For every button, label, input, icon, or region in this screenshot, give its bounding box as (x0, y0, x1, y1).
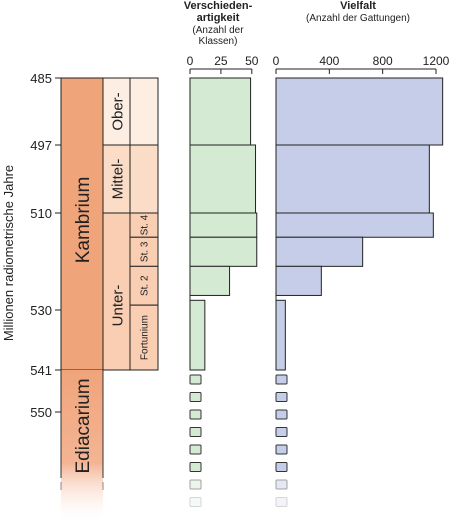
ediacaran-marker (189, 392, 202, 402)
x-tick-label: 50 (245, 54, 259, 68)
stage-box (129, 265, 159, 306)
ediacaran-marker (275, 409, 288, 420)
x-tick-label: 25 (214, 54, 228, 68)
system-kambrium (60, 77, 104, 371)
stage-label: St. 2 (140, 275, 151, 296)
stage-label: Fortunium (140, 315, 151, 360)
stage-label: St. 3 (140, 241, 151, 262)
series-label: Ober- (110, 92, 127, 130)
system-ediacarium (61, 370, 103, 525)
data-bar (275, 265, 322, 296)
stage-box (129, 236, 159, 267)
data-bar (275, 144, 430, 214)
data-bar (275, 236, 364, 267)
ediacaran-marker (189, 427, 202, 437)
ediacaran-marker (189, 462, 202, 472)
bar-panels: Verschieden-artigkeit(Anzahl der Klassen)… (184, 0, 450, 507)
ediacaran-marker (189, 479, 202, 490)
series-label: Mittel- (110, 159, 127, 200)
data-bar (275, 77, 444, 146)
data-bar (189, 212, 258, 238)
panel-title: Verschieden-artigkeit (184, 0, 253, 24)
data-bar (189, 265, 231, 296)
y-tick-label: 497 (30, 138, 52, 153)
ediacaran-marker (189, 444, 202, 455)
ediacaran-marker (189, 374, 202, 385)
ediacaran-marker (275, 497, 288, 507)
x-tick-label: 800 (373, 54, 393, 68)
panel-subtitle: (Anzahl der Gattungen) (306, 13, 410, 24)
data-bar (189, 77, 252, 146)
y-tick-label: 541 (30, 363, 52, 378)
panel-subtitle: (Anzahl der Klassen) (192, 25, 244, 47)
y-tick-label: 530 (30, 303, 52, 318)
ediacaran-marker (275, 427, 288, 437)
ediacaran-marker (189, 497, 202, 507)
x-tick-label: 0 (187, 54, 194, 68)
stage-box (129, 304, 159, 371)
stage-label: St. 4 (140, 214, 151, 235)
ediacaran-marker (275, 444, 288, 455)
ediacaran-marker (275, 392, 288, 402)
series-box (102, 212, 131, 371)
data-bar (189, 299, 206, 371)
panel-title: Vielfalt (340, 0, 376, 12)
data-bar (189, 144, 257, 214)
data-bar (189, 236, 258, 267)
data-bar (275, 299, 286, 371)
y-axis-title: Millionen radiometrische Jahre (1, 165, 16, 341)
x-tick-label: 400 (319, 54, 339, 68)
stratigraphy-column: Kambrium Ediacarium Ober- Mittel- Unter- St. … (60, 77, 159, 525)
x-tick-label: 1200 (423, 54, 450, 68)
y-tick-label: 485 (30, 71, 52, 86)
time-axis: 485 497 510 530 541 550 Millionen radiometrisc… (1, 71, 62, 420)
y-tick-label: 550 (30, 405, 52, 420)
ediacaran-marker (189, 409, 202, 420)
ediacaran-marker (275, 462, 288, 472)
x-tick-label: 0 (273, 54, 280, 68)
system-kambrium-label: Kambrium (73, 177, 94, 264)
system-ediacarium-label: Ediacarium (73, 378, 94, 473)
y-tick-label: 510 (30, 206, 52, 221)
ediacaran-marker (275, 479, 288, 490)
series-label: Unter- (110, 285, 127, 327)
data-bar (275, 212, 434, 238)
ediacaran-marker (275, 374, 288, 385)
